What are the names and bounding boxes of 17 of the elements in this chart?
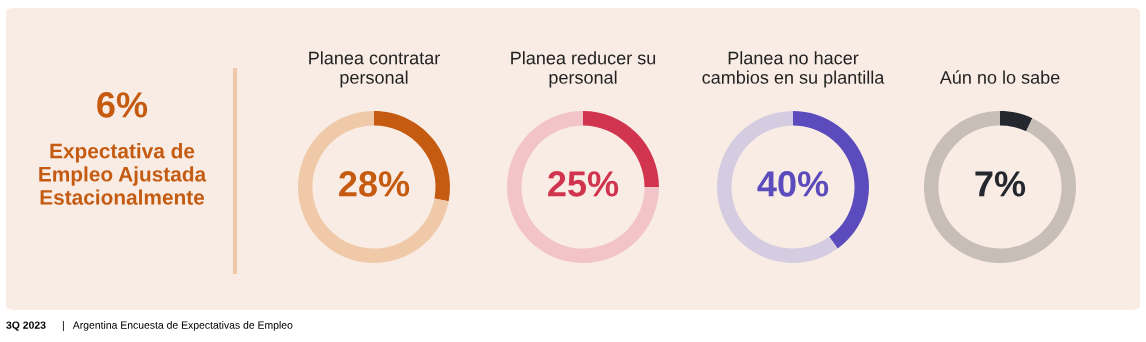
chart-title: Planea reducer su personal <box>511 51 656 88</box>
text: 28% <box>339 171 410 197</box>
chart-title: Aún no lo sabe <box>939 70 1060 84</box>
text: 25% <box>548 171 619 197</box>
donut-slice <box>298 111 449 263</box>
text: 40% <box>757 171 829 197</box>
donut-slice <box>1000 111 1033 132</box>
text: Expectativa de Empleo Ajustada Estacionalmente <box>39 143 207 205</box>
text: 7% <box>975 171 1026 197</box>
text: 3Q 2023 <box>6 321 46 331</box>
chart-title: Planea no hacer cambios en su plantilla <box>702 51 885 88</box>
donut-slice <box>507 111 659 263</box>
donut-slice <box>924 111 1076 263</box>
chart-title: Planea contratar personal <box>309 51 440 88</box>
text: | Argentina Encuesta de Expectativas de Empleo <box>62 321 293 331</box>
text: 6% <box>97 92 148 118</box>
donut-slice <box>717 111 838 263</box>
